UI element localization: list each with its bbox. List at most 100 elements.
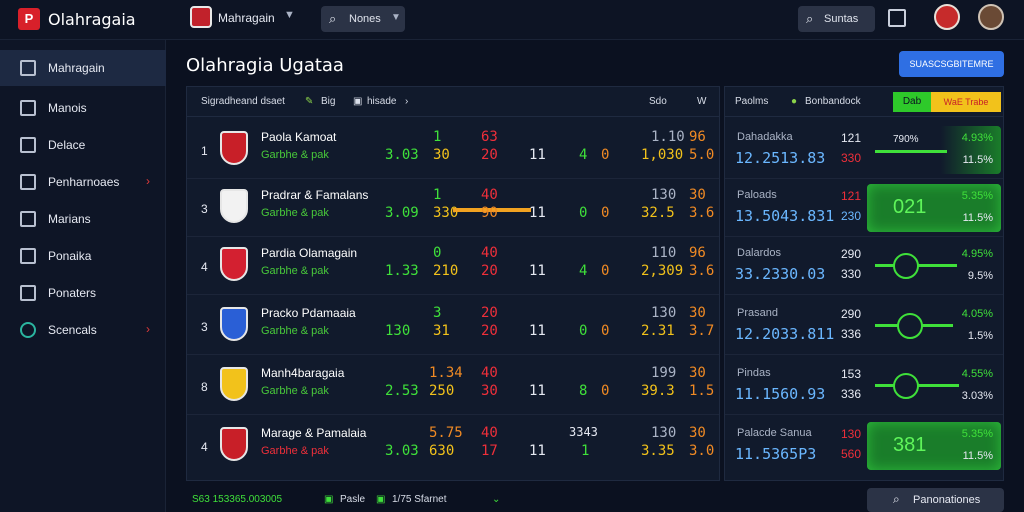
stat-f2: 39.3: [641, 383, 675, 399]
odds-row[interactable]: Palacde Sanua 11.5365P3 130 560 381 5.35…: [725, 417, 1003, 475]
market-count: 330: [841, 267, 862, 281]
stat-e1: 4: [579, 263, 588, 279]
stat-e1: 0: [579, 323, 588, 339]
footer-status: S63 153365.003005: [192, 494, 283, 505]
stat-c1: 40: [481, 425, 498, 441]
table-row[interactable]: 3 Pradrar & Famalans Garbhe & pak 3.09 1…: [187, 179, 719, 237]
chevron-right-icon: ›: [146, 174, 150, 188]
trend-gauge: 021 5.35% 11.5%: [867, 184, 1001, 232]
search-icon: ⌕: [806, 11, 814, 26]
sidebar-item-mahragain[interactable]: Mahragain: [0, 50, 166, 86]
footer-button-label: Panonationes: [913, 494, 981, 506]
sidebar-item-marians[interactable]: Marians: [0, 201, 166, 237]
stat-c1: 40: [481, 245, 498, 261]
sort-icon[interactable]: ▣: [353, 96, 363, 107]
globe-icon: [20, 322, 36, 338]
odds-row[interactable]: Dalardos 33.2330.03 290 330 4.95% 9.5%: [725, 237, 1003, 295]
filter-icon[interactable]: ✎: [305, 96, 314, 107]
checkbox-icon[interactable]: ▣: [376, 494, 386, 505]
stat-a: 130: [385, 323, 411, 339]
sidebar-item-manois[interactable]: Manois: [0, 90, 166, 126]
tab-trabe[interactable]: WaE Trabe: [931, 92, 1001, 112]
sidebar-item-scencals[interactable]: Scencals ›: [0, 312, 166, 348]
table-row[interactable]: 4 Marage & Pamalaia Garbhe & pak 3.03 5.…: [187, 417, 719, 475]
stat-c2: 90: [481, 205, 498, 221]
market-value: 13.5043.831: [735, 207, 835, 225]
tab-dab[interactable]: Dab: [893, 92, 931, 112]
avatar[interactable]: [978, 4, 1004, 30]
stat-f1: 130: [651, 187, 677, 203]
column-header[interactable]: Sdo: [649, 96, 667, 107]
stat-c2: 20: [481, 323, 498, 339]
market-value: 33.2330.03: [735, 265, 826, 283]
team-crest-icon: [220, 189, 248, 223]
rank: 8: [201, 380, 208, 394]
chevron-down-icon[interactable]: ▼: [284, 9, 295, 21]
app-logo-icon[interactable]: P: [18, 8, 40, 30]
stat-b1: 1: [433, 129, 442, 145]
percent-base: 11.5%: [962, 154, 993, 166]
stat-b2: 330: [433, 205, 459, 221]
stat-b1: 5.75: [429, 425, 463, 441]
search-button[interactable]: ⌕ Suntas: [798, 6, 875, 32]
trend-gauge: 4.95% 9.5%: [867, 242, 1001, 290]
trend-gauge: 790% 4.93% 11.5%: [867, 126, 1001, 174]
stat-f2: 1,030: [641, 147, 684, 163]
percent-up: 4.55%: [961, 368, 993, 380]
stat-g1: 30: [689, 305, 706, 321]
chevron-down-icon[interactable]: ⌄: [492, 494, 501, 505]
table-row[interactable]: 1 Paola Kamoat Garbhe & pak 3.03 1 30 63…: [187, 121, 719, 179]
stat-c1: 63: [481, 129, 498, 145]
stat-g2: 5.0: [689, 147, 715, 163]
stat-g1: 96: [689, 245, 706, 261]
checkbox-icon[interactable]: ▣: [324, 494, 334, 505]
footer-search-button[interactable]: ⌕ Panonationes: [867, 488, 1004, 512]
column-header[interactable]: W: [697, 96, 707, 107]
stat-f1: 130: [651, 305, 677, 321]
primary-action-button[interactable]: SUASCSGBITEMRE: [899, 51, 1004, 77]
odds-row[interactable]: Pindas 11.1560.93 153 336 4.55% 3.03%: [725, 357, 1003, 415]
column-header[interactable]: Sigradheand dsaet: [201, 96, 285, 107]
search-dropdown[interactable]: ⌕ Nones ▼: [321, 6, 405, 32]
chevron-right-icon[interactable]: ›: [405, 96, 409, 107]
stat-g2: 3.6: [689, 263, 715, 279]
workspace-badge-icon[interactable]: [190, 6, 212, 28]
team-subtitle: Garbhe & pak: [261, 325, 329, 337]
sidebar-item-ponaika[interactable]: Ponaika: [0, 238, 166, 274]
column-header[interactable]: Big: [321, 96, 336, 107]
sidebar-item-ponaters[interactable]: Ponaters: [0, 275, 166, 311]
rank: 4: [201, 260, 208, 274]
table-row[interactable]: 4 Pardia Olamagain Garbhe & pak 1.33 0 2…: [187, 237, 719, 295]
workspace-label[interactable]: Mahragain: [218, 11, 275, 25]
table-row[interactable]: 3 Pracko Pdamaaia Garbhe & pak 130 3 31 …: [187, 297, 719, 355]
column-header[interactable]: hisade: [367, 96, 397, 107]
sidebar-item-label: Marians: [48, 212, 91, 226]
sidebar-item-delace[interactable]: Delace: [0, 127, 166, 163]
team-name: Manh4baragaia: [261, 366, 345, 380]
odds-row[interactable]: Paloads 13.5043.831 121 230 021 5.35% 11…: [725, 179, 1003, 237]
column-header[interactable]: Bonbandock: [805, 96, 861, 107]
gauge-value: 021: [893, 196, 927, 218]
stat-b1: 3: [433, 305, 442, 321]
percent-base: 3.03%: [961, 390, 993, 402]
stat-e1: 8: [579, 383, 588, 399]
avatar[interactable]: [934, 4, 960, 30]
stat-b2: 31: [433, 323, 450, 339]
sidebar-item-penharnoaes[interactable]: Penharnoaes ›: [0, 164, 166, 200]
market-count: 230: [841, 209, 862, 223]
column-header[interactable]: Paolms: [735, 96, 769, 107]
calendar-icon[interactable]: [888, 9, 906, 27]
document-icon: [20, 137, 36, 153]
stat-g2: 3.7: [689, 323, 715, 339]
odds-row[interactable]: Dahadakka 12.2513.83 121 330 790% 4.93% …: [725, 121, 1003, 179]
progress-bar: [453, 208, 531, 212]
gauge-ring-icon: [893, 253, 919, 279]
stat-d: 11: [529, 323, 546, 339]
search-dropdown-label: Nones: [349, 13, 381, 25]
odds-row[interactable]: Prasand 12.2033.811 290 336 4.05% 1.5%: [725, 297, 1003, 355]
sidebar-item-label: Ponaika: [48, 249, 92, 263]
table-row[interactable]: 8 Manh4baragaia Garbhe & pak 2.53 1.34 2…: [187, 357, 719, 415]
stat-d: 11: [529, 443, 546, 459]
stat-g1: 30: [689, 365, 706, 381]
stat-f1: 110: [651, 245, 677, 261]
